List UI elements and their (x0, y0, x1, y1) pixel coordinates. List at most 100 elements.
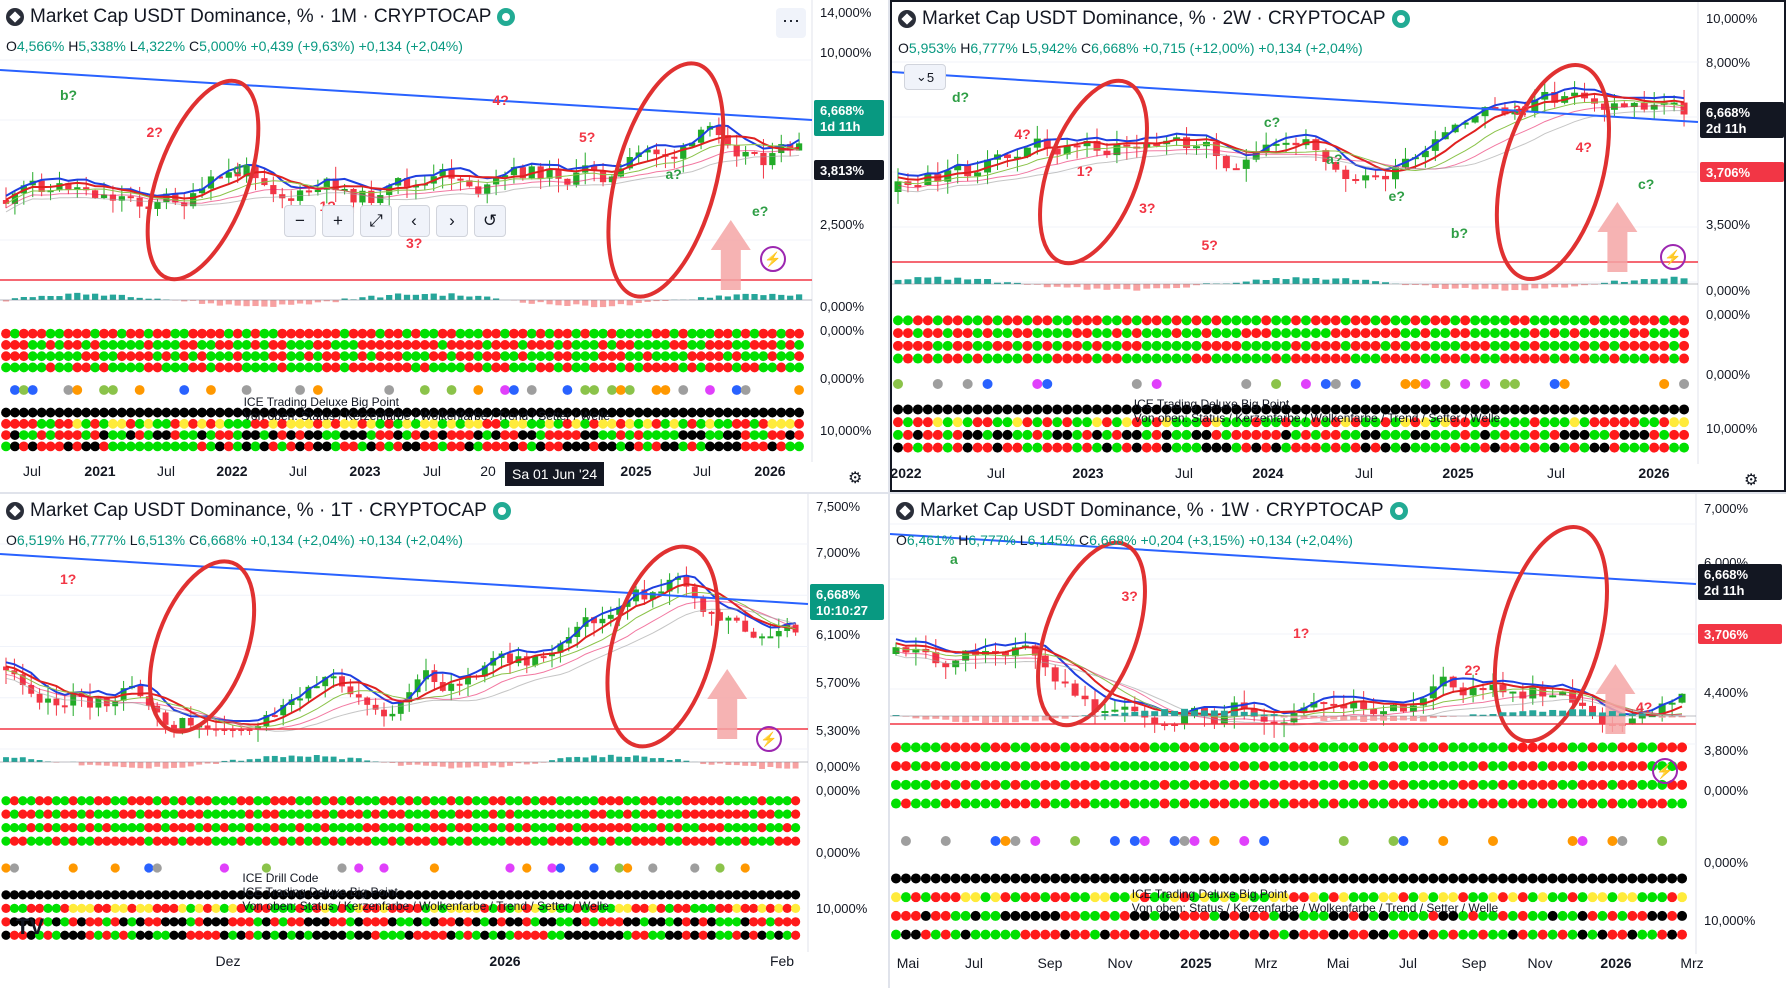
macd-bar (1678, 716, 1686, 718)
chart-pane-1m[interactable]: b?2?d?1?3?4?5?a?e?14,000%10,000%2,500%0,… (0, 0, 888, 492)
indicator-dot (723, 903, 734, 913)
indicator-dot (1030, 798, 1041, 809)
symbol-title[interactable]: Market Cap USDT Dominance, % · 1T · CRYP… (30, 500, 487, 521)
collapse-indicators-button[interactable]: ⌄ 5 (904, 64, 946, 90)
visibility-icon[interactable] (1391, 10, 1410, 28)
candle-body (1071, 683, 1079, 696)
indicator-dot (375, 418, 386, 429)
indicator-dot (110, 903, 120, 913)
symbol-title[interactable]: Market Cap USDT Dominance, % · 2W · CRYP… (922, 8, 1386, 29)
indicator-dot (411, 407, 421, 418)
indicator-dot (732, 917, 742, 927)
visibility-icon[interactable] (1389, 502, 1408, 520)
visibility-icon[interactable] (497, 8, 516, 26)
indicator-dot (678, 441, 689, 452)
reset-chart-button[interactable]: ↺ (474, 205, 506, 237)
indicator-dot (1320, 340, 1331, 351)
symbol-title[interactable]: Market Cap USDT Dominance, % · 1W · CRYP… (920, 500, 1384, 521)
candle-body (221, 729, 228, 731)
macd-bar (1521, 284, 1529, 291)
pane-divider-vertical[interactable] (888, 0, 890, 988)
pane-divider-horizontal[interactable] (0, 492, 1786, 494)
settings-gear-icon[interactable]: ⚙ (848, 470, 863, 487)
bolt-icon[interactable]: ⚡ (756, 726, 782, 752)
indicator-dot (496, 890, 507, 900)
indicator-dot (108, 441, 118, 452)
fit-screen-button[interactable]: ⤢ (360, 205, 392, 237)
indicator-dot (664, 809, 675, 819)
indicator-dot (1380, 353, 1391, 364)
macd-bar (1660, 278, 1668, 284)
indicator-dot (152, 430, 163, 440)
tradingview-logo[interactable]: TV (16, 914, 45, 939)
zoom-in-button[interactable]: + (322, 205, 354, 237)
indicator-dot (500, 407, 510, 418)
indicator-dot (81, 418, 92, 429)
indicator-dot (1179, 761, 1190, 772)
indicator-dot (990, 742, 1001, 753)
indicator-dot (268, 351, 279, 362)
visibility-icon[interactable] (492, 502, 511, 520)
indicator-dot (1629, 353, 1640, 364)
scroll-left-button[interactable]: ‹ (398, 205, 430, 237)
indicator-dot (1298, 892, 1309, 903)
indicator-dot (500, 340, 510, 350)
chart-pane-1w[interactable]: a3?1?2?4?7,000%6,000%5,000%4,400%3,800%0… (890, 494, 1786, 988)
indicator-dot (1390, 353, 1401, 364)
indicator-dot (125, 328, 136, 339)
candle-body (1260, 716, 1268, 722)
indicator-dot (656, 836, 666, 846)
candle-body (924, 174, 932, 186)
indicator-dot (379, 863, 389, 873)
indicator-dot (244, 796, 255, 806)
candle-body (1461, 122, 1469, 125)
candle-body (501, 175, 509, 178)
settings-gear-icon[interactable]: ⚙ (1744, 472, 1759, 489)
indicator-dot (1012, 417, 1023, 428)
indicator-dot (732, 823, 742, 833)
indicator-dot (1189, 892, 1200, 903)
indicator-dot (912, 429, 923, 440)
chart-pane-2w[interactable]: d?4?1?3?5?c?a?e?b?3?4?c?10,000%8,000%4,5… (890, 0, 1786, 492)
scroll-right-button[interactable]: › (436, 205, 468, 237)
time-axis-label: 2026 (754, 463, 785, 479)
symbol-title[interactable]: Market Cap USDT Dominance, % · 1M · CRYP… (30, 6, 492, 27)
chart-canvas-2w[interactable]: d?4?1?3?5?c?a?e?b?3?4?c?10,000%8,000%4,5… (892, 2, 1786, 492)
indicator-dot (320, 930, 330, 940)
chart-canvas-1m[interactable]: b?2?d?1?3?4?5?a?e?14,000%10,000%2,500%0,… (0, 0, 888, 492)
indicator-dot (63, 418, 74, 429)
indicator-dot (270, 903, 280, 913)
chart-canvas-1w[interactable]: a3?1?2?4?7,000%6,000%5,000%4,400%3,800%0… (890, 494, 1786, 988)
macd-bar (322, 756, 329, 762)
macd-bar (1300, 716, 1308, 719)
indicator-dot (345, 823, 356, 833)
indicator-dot (160, 903, 171, 913)
bolt-icon[interactable]: ⚡ (1652, 758, 1678, 784)
indicator-dot (1400, 353, 1411, 364)
indicator-dot (942, 442, 953, 453)
bolt-icon[interactable]: ⚡ (760, 246, 786, 272)
indicator-dot (1348, 910, 1359, 921)
macd-bar (532, 762, 539, 764)
macd-bar (1200, 710, 1208, 716)
indicator-dot (188, 441, 199, 452)
chart-canvas-1t[interactable]: 1?7,500%7,000%6,100%5,700%5,300%0,000%0,… (0, 494, 888, 988)
chart-pane-1t[interactable]: 1? 7,500% 7,000% 6,100% 5,700% 5,300% 0,000% 0,… (0, 494, 888, 988)
indicator-dot (656, 917, 666, 927)
more-options-button[interactable]: ⋯ (776, 8, 806, 38)
indicator-dot (60, 809, 70, 819)
candle-body (1670, 102, 1678, 105)
candle-body (591, 617, 597, 624)
indicator-dot (1092, 417, 1102, 428)
indicator-dot (1579, 404, 1590, 415)
indicator-dot (236, 836, 246, 846)
indicator-dot (1070, 910, 1081, 921)
price-badge (814, 100, 884, 136)
indicator-dot (633, 430, 644, 440)
zoom-out-button[interactable]: − (284, 205, 316, 237)
indicator-dot (384, 430, 395, 440)
indicator-dot (72, 340, 83, 350)
indicator-dot (170, 351, 181, 362)
candle-body (1051, 667, 1059, 682)
bolt-icon[interactable]: ⚡ (1660, 244, 1686, 270)
